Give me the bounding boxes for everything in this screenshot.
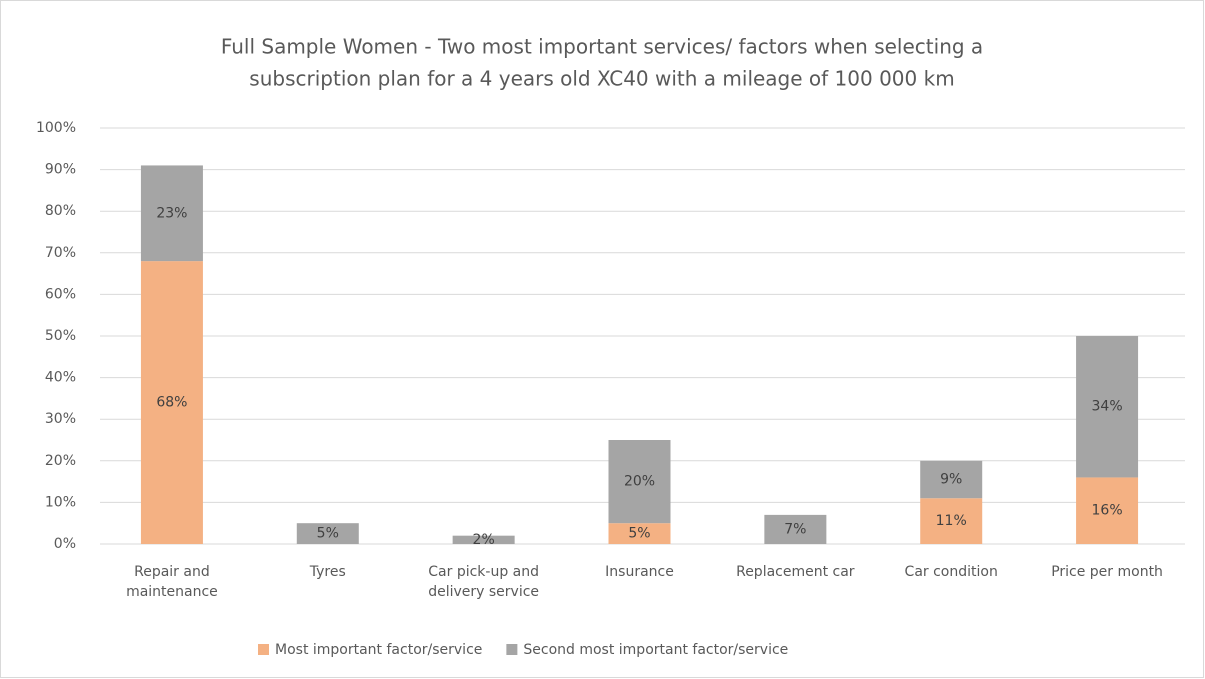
y-tick-label: 0%	[54, 536, 76, 552]
data-label: 20%	[624, 474, 655, 490]
y-tick-label: 50%	[45, 328, 76, 344]
data-label: 5%	[317, 526, 339, 542]
chart-title: Full Sample Women - Two most important s…	[221, 35, 983, 59]
x-tick-label: Insurance	[605, 564, 674, 580]
data-label: 23%	[156, 205, 187, 221]
x-tick-label: Car pick-up and delivery service	[428, 564, 540, 600]
bar-segment	[764, 514, 827, 544]
legend-label: Second most important factor/service	[523, 642, 788, 658]
x-tick-label: Price per month	[1051, 564, 1163, 580]
data-label: 9%	[940, 472, 962, 488]
y-tick-label: 70%	[45, 245, 76, 261]
data-label: 34%	[1092, 399, 1123, 415]
bar-segment	[920, 460, 983, 499]
bar-segment	[608, 523, 671, 544]
data-label: 68%	[156, 395, 187, 411]
x-tick-label: Repair and maintenance	[126, 564, 218, 600]
bar-segment	[296, 523, 359, 544]
data-label: 5%	[628, 526, 650, 542]
bar-segment	[608, 440, 671, 524]
bar-segment	[920, 498, 983, 544]
bar-segment	[1076, 477, 1139, 544]
x-tick-label: Car condition	[904, 564, 998, 580]
bar-segment	[452, 535, 515, 544]
legend-label: Most important factor/service	[275, 642, 482, 658]
data-label: 7%	[784, 521, 806, 537]
y-tick-label: 80%	[45, 203, 76, 219]
x-tick-label: Replacement car	[736, 564, 855, 580]
y-tick-label: 90%	[45, 162, 76, 178]
y-tick-label: 60%	[45, 286, 76, 302]
chart-title: subscription plan for a 4 years old XC40…	[249, 67, 954, 91]
data-label: 11%	[936, 513, 967, 529]
data-label: 16%	[1092, 503, 1123, 519]
bar-segment	[140, 261, 203, 544]
y-tick-label: 10%	[45, 494, 76, 510]
legend-swatch	[258, 644, 269, 655]
bar-segment	[140, 165, 203, 262]
data-label: 2%	[473, 532, 495, 548]
y-tick-label: 20%	[45, 453, 76, 469]
y-tick-label: 40%	[45, 370, 76, 386]
legend-swatch	[506, 644, 518, 655]
y-tick-label: 30%	[45, 411, 76, 427]
x-tick-label: Tyres	[309, 564, 346, 580]
bar-segment	[1076, 336, 1139, 478]
y-tick-label: 100%	[36, 120, 76, 136]
